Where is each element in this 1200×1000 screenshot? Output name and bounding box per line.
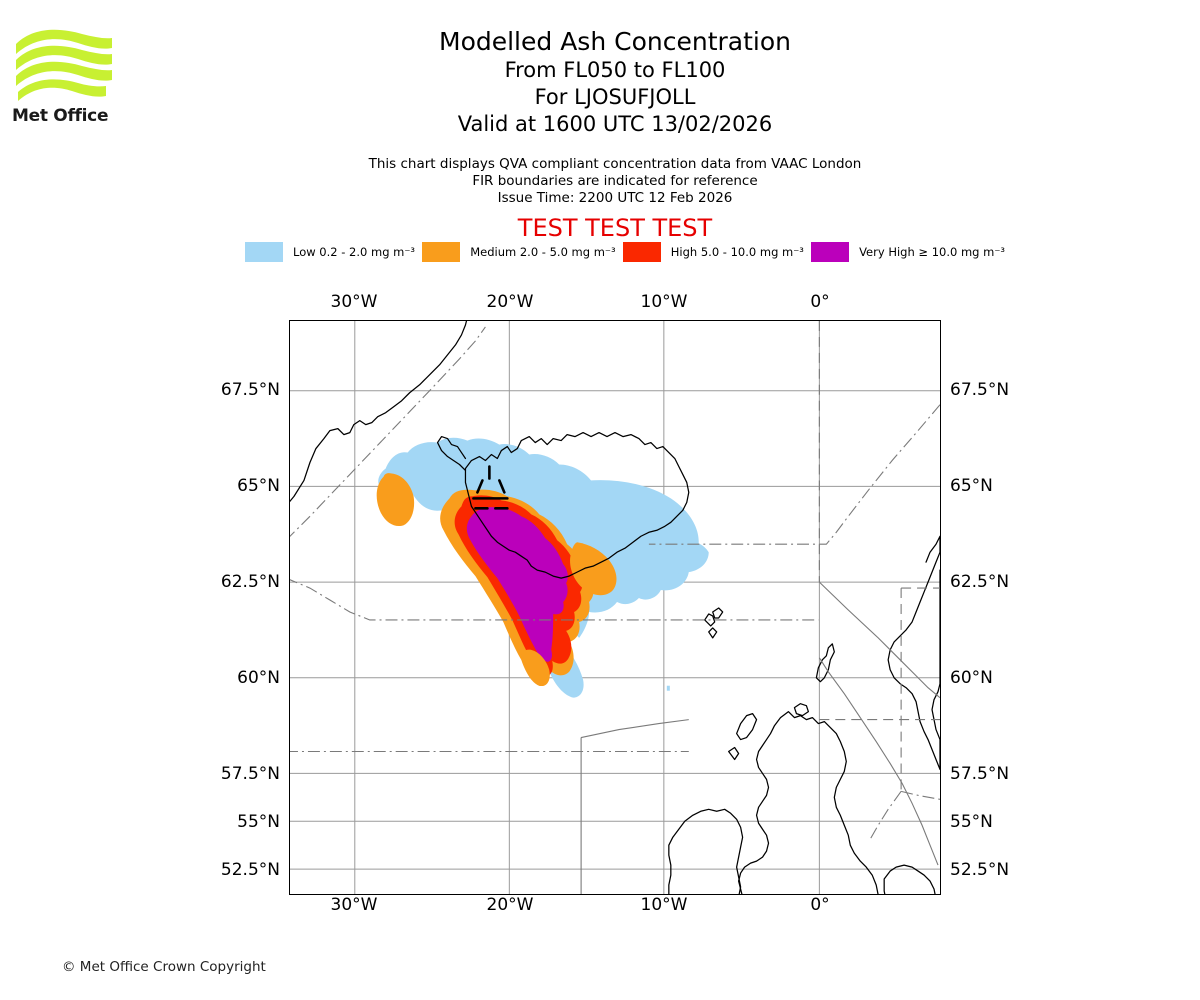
coastline-ireland [668,808,744,894]
legend-label-high: High 5.0 - 10.0 mg m⁻³ [670,245,804,259]
copyright-notice: © Met Office Crown Copyright [62,959,266,975]
fir-boundary-denmark-2 [869,791,902,840]
xtick-label-top-1: 20°W [486,292,534,312]
ytick-label-left-6: 52.5°N [220,860,280,880]
legend-swatch-high [622,242,661,262]
coastline-denmark [883,864,936,894]
ash-contour-medium-nw-blob [376,473,415,527]
ytick-label-left-5: 55°N [237,812,280,832]
fir-boundary-ireland-top [580,719,689,739]
coastline-faroe-islands [704,607,724,639]
met-office-logo: Met Office [10,22,140,126]
met-office-wave-icon [16,29,112,101]
ash-contour-very-high [466,507,568,662]
legend-item-low: Low 0.2 - 2.0 mg m⁻³ [245,242,415,262]
ytick-label-right-3: 60°N [950,668,993,688]
xtick-label-bottom-2: 10°W [640,895,688,915]
ytick-label-left-3: 60°N [237,668,280,688]
ytick-label-left-0: 67.5°N [220,380,280,400]
fir-boundary-shanwick [818,581,940,699]
xtick-label-top-0: 30°W [330,292,378,312]
title-line-validtime: Valid at 1600 UTC 13/02/2026 [457,112,773,136]
chart-subtitle-block: This chart displays QVA compliant concen… [290,156,940,207]
concentration-legend: Low 0.2 - 2.0 mg m⁻³ Medium 2.0 - 5.0 mg… [245,240,1005,264]
coastline-iceland [464,431,690,579]
fir-boundary-norway [648,404,940,545]
ytick-label-right-5: 55°N [950,812,993,832]
legend-swatch-medium [422,242,461,262]
ytick-label-left-2: 62.5°N [220,572,280,592]
xtick-label-bottom-0: 30°W [330,895,378,915]
ash-plume-contours [376,437,709,698]
legend-item-very-high: Very High ≥ 10.0 mg m⁻³ [811,242,1005,262]
xtick-label-top-2: 10°W [640,292,688,312]
legend-label-very-high: Very High ≥ 10.0 mg m⁻³ [859,245,1005,259]
subtitle-fir-note: FIR boundaries are indicated for referen… [472,173,758,189]
ash-contour-medium-east-arc [570,542,617,596]
coastline-orkney [793,703,810,717]
fir-boundary-denmark [900,790,940,800]
coastline-norway [887,535,940,771]
coastline-greenland [290,321,468,503]
coastline-hebrides-small [728,746,740,761]
legend-swatch-low [245,242,283,262]
legend-item-high: High 5.0 - 10.0 mg m⁻³ [622,242,804,262]
fir-boundary-shanwick-south [818,657,939,866]
title-line-levels: From FL050 to FL100 [504,58,726,82]
ash-speck-low [666,685,670,691]
met-office-wordmark: Met Office [12,106,109,126]
page-title: Modelled Ash Concentration [439,27,791,56]
legend-label-medium: Medium 2.0 - 5.0 mg m⁻³ [470,245,616,259]
legend-label-low: Low 0.2 - 2.0 mg m⁻³ [293,245,416,259]
legend-item-medium: Medium 2.0 - 5.0 mg m⁻³ [422,242,616,262]
ytick-label-right-4: 57.5°N [950,764,1010,784]
test-banner: TEST TEST TEST [517,214,713,242]
legend-swatch-very-high [811,242,850,262]
map-graticule [290,321,940,894]
xtick-label-bottom-1: 20°W [486,895,534,915]
coastline-great-britain [737,711,879,894]
fir-boundary-sw [290,579,819,621]
ash-contour-medium-s-tip [521,649,550,687]
ytick-label-left-1: 65°N [237,476,280,496]
ytick-label-right-6: 52.5°N [950,860,1010,880]
coastline-outer-hebrides [736,713,758,741]
subtitle-qva-note: This chart displays QVA compliant concen… [368,156,862,172]
ytick-label-left-4: 57.5°N [220,764,280,784]
coastline-shetland [815,643,835,683]
xtick-label-bottom-3: 0° [810,895,830,915]
volcano-marker-icon [472,465,509,510]
map-coastlines [290,321,940,894]
coastline-iceland-westfjords [436,435,467,472]
ash-concentration-map[interactable] [289,320,941,895]
ytick-label-right-2: 62.5°N [950,572,1010,592]
fir-boundary-nw-diagonal [290,326,486,538]
chart-title-block: Modelled Ash Concentration From FL050 to… [290,26,940,138]
ytick-label-right-0: 67.5°N [950,380,1010,400]
ytick-label-right-1: 65°N [950,476,993,496]
fir-boundaries [290,321,940,894]
subtitle-issue-time: Issue Time: 2200 UTC 12 Feb 2026 [497,190,733,206]
xtick-label-top-3: 0° [810,292,830,312]
title-line-volcano: For LJOSUFJOLL [534,85,696,109]
